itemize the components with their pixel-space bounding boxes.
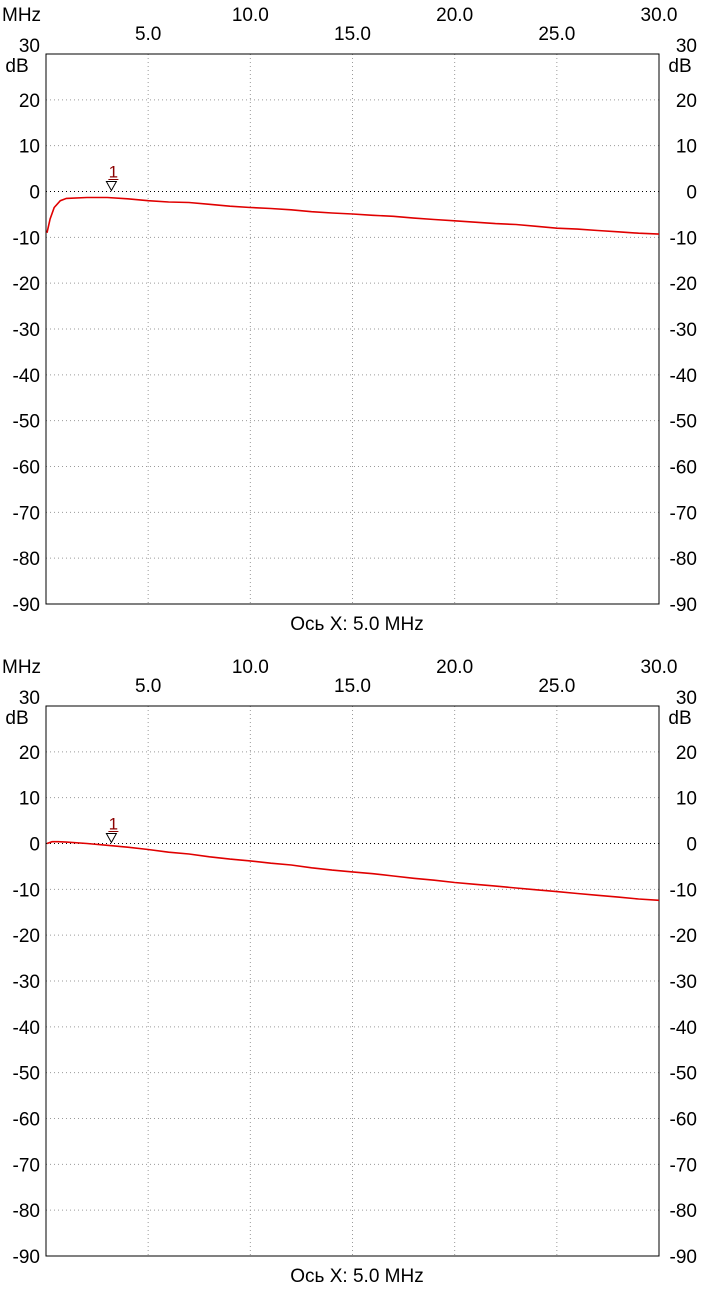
y-tick-label-right: -80 <box>670 1201 697 1222</box>
y-tick-label-left: 0 <box>29 835 40 856</box>
y-tick-label-right: 30 <box>676 36 697 57</box>
y-tick-label-left: -90 <box>13 595 40 612</box>
chart-bottom: MHz 10.0 20.0 30.0 5.0 15.0 25.0 30 30 20 20 10 10 0 0… <box>2 657 697 1264</box>
y-tick-label-right: -40 <box>670 366 697 387</box>
x-tick-label: 5.0 <box>135 24 161 45</box>
y-tick-label-left: -60 <box>13 458 40 479</box>
y-tick-label-right: -10 <box>670 880 697 901</box>
y-tick-label-left: -80 <box>13 1201 40 1222</box>
x-tick-label: 30.0 <box>641 657 678 678</box>
y-unit-label-right: dB <box>668 708 691 729</box>
x-unit-label: MHz <box>2 657 41 678</box>
y-tick-label-right: 10 <box>676 789 697 810</box>
y-tick-label-right: 20 <box>676 91 697 112</box>
y-tick-label-right: -70 <box>670 503 697 524</box>
y-tick-label-right: -50 <box>670 412 697 433</box>
y-unit-label-left: dB <box>5 56 28 77</box>
y-tick-label-left: 20 <box>19 91 40 112</box>
x-tick-label: 30.0 <box>641 5 678 26</box>
y-tick-label-right: 10 <box>676 137 697 158</box>
y-tick-label-left: -70 <box>13 503 40 524</box>
y-tick-label-left: 30 <box>19 688 40 709</box>
y-tick-label-left: 20 <box>19 743 40 764</box>
y-tick-label-right: 30 <box>676 688 697 709</box>
y-tick-label-right: -70 <box>670 1155 697 1176</box>
y-unit-label-right: dB <box>668 56 691 77</box>
x-tick-label: 10.0 <box>232 5 269 26</box>
series-line <box>46 196 660 235</box>
y-tick-label-left: 0 <box>29 183 40 204</box>
x-tick-label: 15.0 <box>334 676 371 697</box>
y-unit-label-left: dB <box>5 708 28 729</box>
y-tick-label-left: -80 <box>13 549 40 570</box>
marker-triangle <box>105 181 118 192</box>
y-tick-label-right: 20 <box>676 743 697 764</box>
y-tick-label-left: -40 <box>13 1018 40 1039</box>
y-tick-label-left: -70 <box>13 1155 40 1176</box>
y-tick-label-right: -20 <box>670 274 697 295</box>
y-tick-label-left: 10 <box>19 789 40 810</box>
y-tick-label-right: -90 <box>670 1247 697 1264</box>
x-unit-label: MHz <box>2 5 41 26</box>
y-tick-label-left: -30 <box>13 972 40 993</box>
y-tick-label-left: -90 <box>13 1247 40 1264</box>
x-axis-caption: Ось X: 5.0 MHz <box>290 614 424 635</box>
y-tick-label-left: -60 <box>13 1110 40 1131</box>
y-tick-label-left: -50 <box>13 1064 40 1085</box>
y-tick-label-left: -20 <box>13 274 40 295</box>
x-tick-label: 20.0 <box>436 657 473 678</box>
y-tick-label-right: 0 <box>686 835 697 856</box>
y-tick-label-left: -10 <box>13 880 40 901</box>
y-tick-label-right: -10 <box>670 228 697 249</box>
y-tick-label-right: -20 <box>670 926 697 947</box>
series-line <box>46 840 660 902</box>
plot-panel-top: MHz 10.0 20.0 30.0 5.0 15.0 25.0 30 30 20 20 10 10 0 0… <box>0 0 714 647</box>
marker-triangle <box>105 833 118 844</box>
y-tick-label-right: -60 <box>670 1110 697 1131</box>
x-tick-label: 25.0 <box>538 24 575 45</box>
y-tick-label-right: -90 <box>670 595 697 612</box>
x-tick-label: 10.0 <box>232 657 269 678</box>
marker-label: 1 <box>109 163 118 182</box>
x-tick-label: 25.0 <box>538 676 575 697</box>
chart-top: MHz 10.0 20.0 30.0 5.0 15.0 25.0 30 30 20 20 10 10 0 0… <box>2 5 697 612</box>
x-axis-caption: Ось X: 5.0 MHz <box>290 1266 424 1287</box>
plot-panel-bottom: MHz 10.0 20.0 30.0 5.0 15.0 25.0 30 30 20 20 10 10 0 0… <box>0 652 714 1299</box>
x-tick-label: 20.0 <box>436 5 473 26</box>
plot-frame <box>45 705 660 1257</box>
y-tick-label-right: -80 <box>670 549 697 570</box>
y-tick-label-right: -50 <box>670 1064 697 1085</box>
y-tick-label-right: -30 <box>670 972 697 993</box>
marker-label: 1 <box>109 815 118 834</box>
y-tick-label-right: 0 <box>686 183 697 204</box>
y-tick-label-left: -30 <box>13 320 40 341</box>
y-tick-label-right: -40 <box>670 1018 697 1039</box>
y-tick-label-left: -50 <box>13 412 40 433</box>
y-tick-label-left: 10 <box>19 137 40 158</box>
y-tick-label-right: -60 <box>670 458 697 479</box>
y-tick-label-right: -30 <box>670 320 697 341</box>
y-tick-label-left: -40 <box>13 366 40 387</box>
y-tick-label-left: 30 <box>19 36 40 57</box>
plot-frame <box>45 53 660 605</box>
y-tick-label-left: -10 <box>13 228 40 249</box>
x-tick-label: 5.0 <box>135 676 161 697</box>
x-tick-label: 15.0 <box>334 24 371 45</box>
y-tick-label-left: -20 <box>13 926 40 947</box>
